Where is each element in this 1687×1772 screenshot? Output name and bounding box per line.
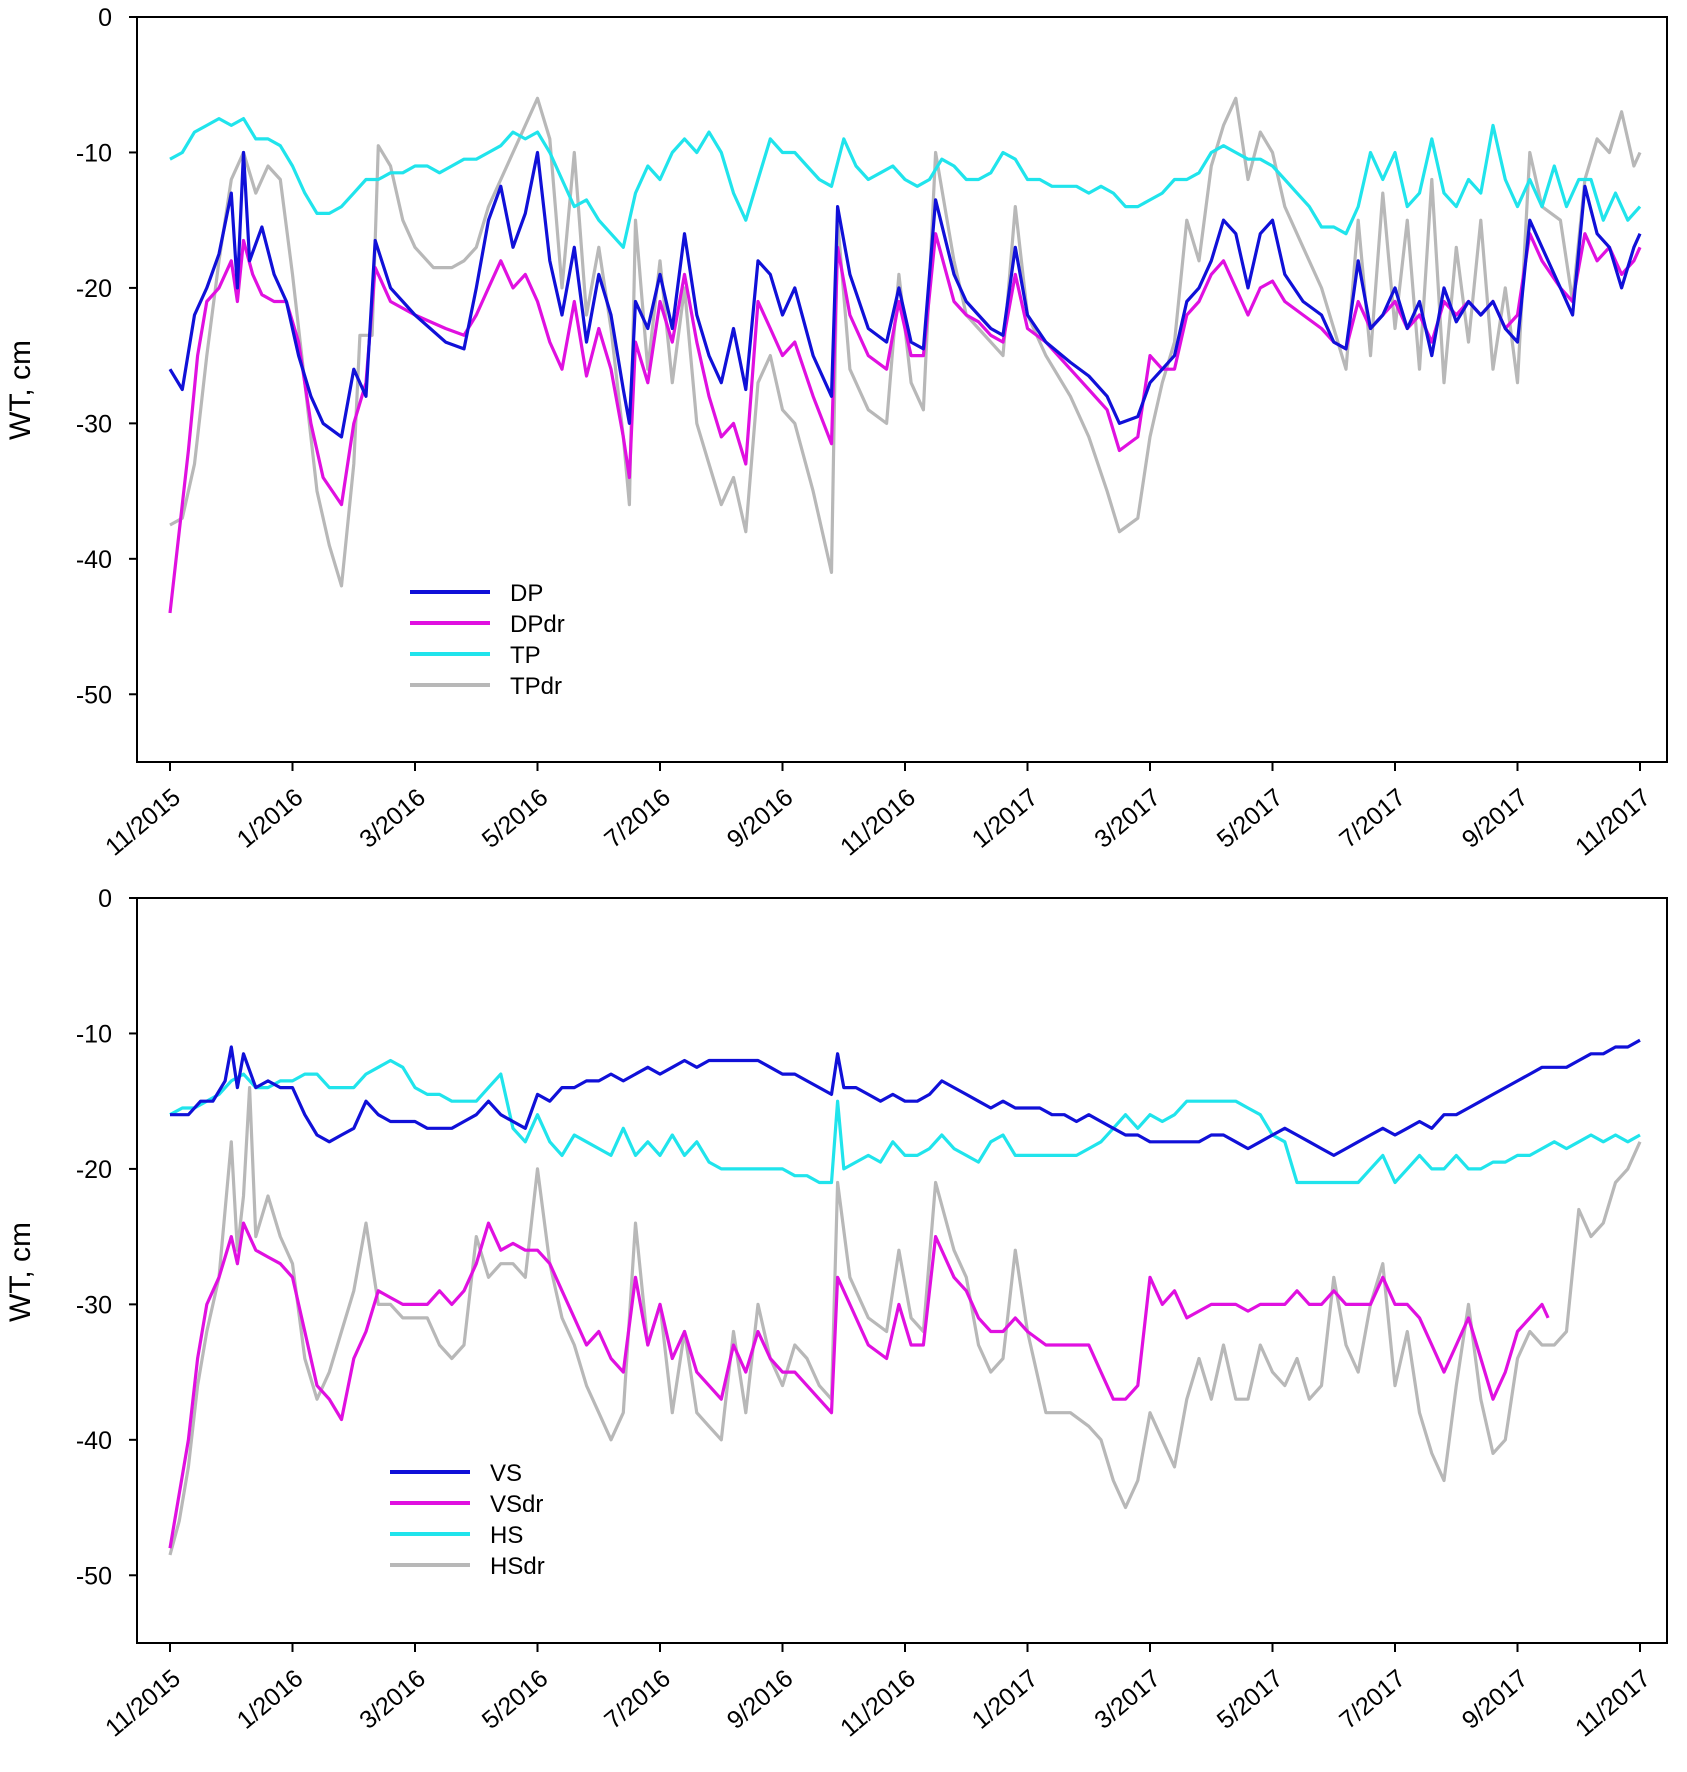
y-tick-label: -20 xyxy=(76,1156,112,1184)
x-tick-label: 3/2016 xyxy=(354,1664,431,1735)
bottom-plot-frame xyxy=(136,897,1668,1644)
x-tick-label: 3/2016 xyxy=(354,783,431,854)
bottom-panel: WT, cm 0 -10 -20 -30 -40 -50 11/2015 1/2016 3/2… xyxy=(4,885,1668,1742)
x-tick-label: 5/2016 xyxy=(477,1664,554,1735)
top-y-ticks: 0 -10 -20 -30 -40 -50 xyxy=(76,4,137,709)
x-tick-label: 11/2016 xyxy=(835,1664,921,1742)
bottom-y-axis-label: WT, cm xyxy=(4,1222,37,1322)
series-line-dp xyxy=(168,150,1642,439)
series-line-dpdr xyxy=(168,232,1642,614)
x-tick-label: 7/2016 xyxy=(599,783,676,854)
y-tick-label: -40 xyxy=(76,546,112,574)
legend-label-tpdr: TPdr xyxy=(510,673,562,700)
x-tick-label: 3/2017 xyxy=(1089,783,1166,854)
legend-label-vs: VS xyxy=(490,1460,522,1487)
x-tick-label: 11/2015 xyxy=(100,783,186,861)
legend-label-dp: DP xyxy=(510,580,543,607)
y-tick-label: -30 xyxy=(76,410,112,438)
series-line-hsdr xyxy=(168,1086,1642,1556)
y-tick-label: -10 xyxy=(76,139,112,167)
x-tick-label: 9/2017 xyxy=(1457,783,1534,854)
y-tick-label: -30 xyxy=(76,1291,112,1319)
x-tick-label: 11/2017 xyxy=(1570,783,1656,861)
x-tick-label: 3/2017 xyxy=(1089,1664,1166,1735)
top-plot-frame xyxy=(136,16,1668,763)
bottom-series xyxy=(168,1038,1642,1556)
y-tick-label: 0 xyxy=(98,4,112,32)
series-line-hs xyxy=(169,1058,1641,1185)
x-tick-label: 5/2017 xyxy=(1212,1664,1289,1735)
legend-label-tp: TP xyxy=(510,642,541,669)
x-tick-label: 9/2017 xyxy=(1457,1664,1534,1735)
x-tick-label: 5/2017 xyxy=(1212,783,1289,854)
top-series xyxy=(168,96,1642,614)
top-y-axis-label: WT, cm xyxy=(4,340,37,440)
y-tick-label: -50 xyxy=(76,681,112,709)
bottom-y-ticks: 0 -10 -20 -30 -40 -50 xyxy=(76,885,137,1590)
top-legend: DP DPdr TP TPdr xyxy=(410,580,565,700)
bottom-x-ticks: 11/2015 1/2016 3/2016 5/2016 7/2016 9/2016 11/… xyxy=(100,1643,1656,1742)
x-tick-label: 7/2017 xyxy=(1334,783,1411,854)
x-tick-label: 7/2017 xyxy=(1334,1664,1411,1735)
legend-label-vsdr: VSdr xyxy=(490,1491,543,1518)
series-line-vs xyxy=(170,1038,1641,1157)
y-tick-label: -50 xyxy=(76,1562,112,1590)
x-tick-label: 9/2016 xyxy=(722,783,799,854)
x-tick-label: 1/2017 xyxy=(967,1664,1044,1735)
series-line-vsdr xyxy=(168,1221,1550,1549)
x-tick-label: 11/2017 xyxy=(1570,1664,1656,1742)
x-tick-label: 11/2015 xyxy=(100,1664,186,1742)
legend-label-hsdr: HSdr xyxy=(490,1553,545,1580)
series-line-tp xyxy=(169,117,1642,249)
bottom-legend: VS VSdr HS HSdr xyxy=(390,1460,545,1580)
x-tick-label: 1/2016 xyxy=(232,1664,309,1735)
y-tick-label: 0 xyxy=(98,885,112,913)
x-tick-label: 5/2016 xyxy=(477,783,554,854)
legend-label-dpdr: DPdr xyxy=(510,611,565,638)
x-tick-label: 1/2016 xyxy=(232,783,309,854)
x-tick-label: 7/2016 xyxy=(599,1664,676,1735)
y-tick-label: -10 xyxy=(76,1020,112,1048)
y-tick-label: -20 xyxy=(76,275,112,303)
x-tick-label: 11/2016 xyxy=(835,783,921,861)
legend-label-hs: HS xyxy=(490,1522,523,1549)
top-panel: WT, cm 0 -10 -20 -30 -40 -50 11/2015 1/2016 3/2… xyxy=(4,4,1668,861)
x-tick-label: 9/2016 xyxy=(722,1664,799,1735)
x-tick-label: 1/2017 xyxy=(967,783,1044,854)
y-tick-label: -40 xyxy=(76,1427,112,1455)
top-x-ticks: 11/2015 1/2016 3/2016 5/2016 7/2016 9/2016 11/… xyxy=(100,762,1656,861)
series-line-tpdr xyxy=(169,96,1642,588)
